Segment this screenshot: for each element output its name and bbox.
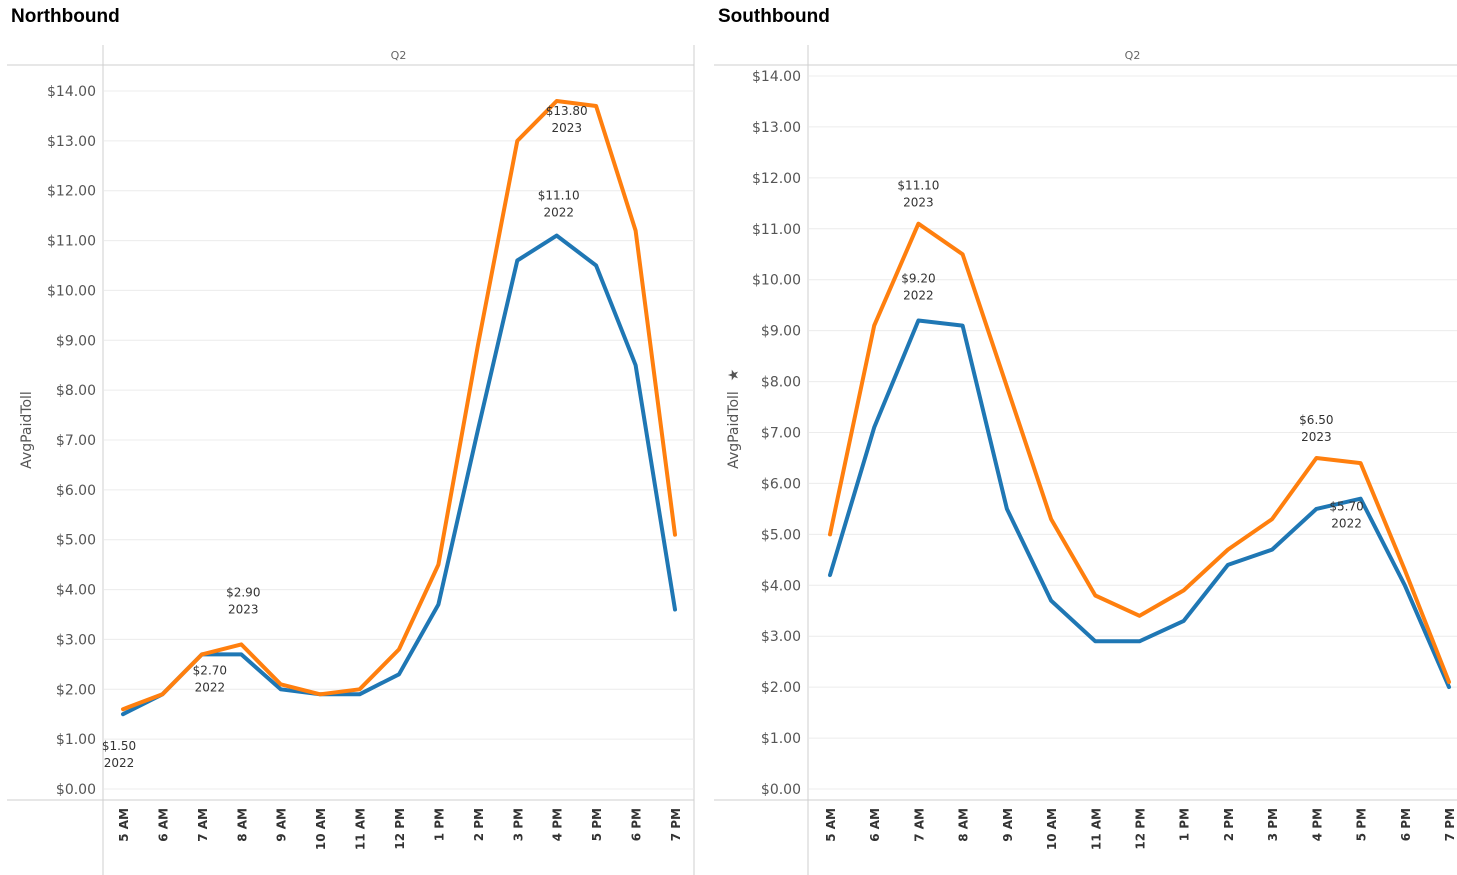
northbound-ytick-label: $13.00 xyxy=(47,134,96,150)
northbound-xtick-label: 8 AM xyxy=(235,808,249,842)
southbound-chart: Q2 $0.00 $1.00 $2.00 $3.00 $4.00 $5.00 $6.00 $7.… xyxy=(714,45,1457,875)
pin-icon: ★ xyxy=(726,369,742,382)
northbound-ytick-label: $2.00 xyxy=(56,682,96,698)
northbound-xtick-label: 1 PM xyxy=(432,808,446,841)
northbound-data-label-value: $1.50 xyxy=(102,739,136,753)
southbound-xtick-label: 9 AM xyxy=(1001,808,1015,842)
northbound-ytick-label: $4.00 xyxy=(56,583,96,599)
southbound-data-label-value: $9.20 xyxy=(901,271,935,285)
northbound-xtick-label: 5 AM xyxy=(117,808,131,842)
southbound-xtick-label: 1 PM xyxy=(1178,808,1192,841)
northbound-y-axis-title: AvgPaidToll xyxy=(19,391,35,469)
northbound-ytick-label: $7.00 xyxy=(56,433,96,449)
southbound-data-label-value: $11.10 xyxy=(897,179,939,193)
southbound-xtick-label: 7 PM xyxy=(1443,808,1457,841)
northbound-xtick-label: 2 PM xyxy=(472,808,486,841)
southbound-xtick-label: 12 PM xyxy=(1134,808,1148,850)
southbound-ytick-label: $12.00 xyxy=(752,171,801,187)
northbound-ytick-label: $3.00 xyxy=(56,632,96,648)
northbound-ytick-label: $8.00 xyxy=(56,383,96,399)
southbound-ytick-label: $4.00 xyxy=(761,578,801,594)
southbound-series-2022 xyxy=(828,318,1451,690)
southbound-ytick-label: $1.00 xyxy=(761,731,801,747)
northbound-xtick-label: 12 PM xyxy=(393,808,407,850)
northbound-xtick-label: 4 PM xyxy=(551,808,565,841)
southbound-column-header: Q2 xyxy=(1125,49,1141,62)
southbound-ytick-label: $10.00 xyxy=(752,273,801,289)
southbound-title: Southbound xyxy=(718,6,830,27)
northbound-series-2022 xyxy=(121,233,677,717)
northbound-ytick-label: $11.00 xyxy=(47,234,96,250)
northbound-data-label-year: 2022 xyxy=(104,756,135,770)
southbound-ytick-label: $11.00 xyxy=(752,222,801,238)
northbound-xtick-label: 10 AM xyxy=(314,808,328,850)
northbound-ytick-label: $12.00 xyxy=(47,184,96,200)
southbound-ytick-label: $2.00 xyxy=(761,680,801,696)
northbound-ytick-label: $5.00 xyxy=(56,533,96,549)
northbound-series-2023 xyxy=(121,99,677,712)
southbound-data-label-year: 2022 xyxy=(903,288,934,302)
southbound-ytick-label: $0.00 xyxy=(761,782,801,798)
northbound-data-label-value: $11.10 xyxy=(538,189,580,203)
northbound-data-label-value: $2.70 xyxy=(193,663,227,677)
northbound-title: Northbound xyxy=(11,6,120,27)
northbound-xtick-label: 7 AM xyxy=(196,808,210,842)
southbound-xtick-label: 6 AM xyxy=(868,808,882,842)
northbound-xtick-label: 7 PM xyxy=(669,808,683,841)
northbound-ytick-label: $10.00 xyxy=(47,283,96,299)
northbound-xtick-label: 5 PM xyxy=(590,808,604,841)
northbound-data-label-year: 2023 xyxy=(551,121,582,135)
northbound-data-label-year: 2022 xyxy=(195,680,226,694)
northbound-data-label-year: 2022 xyxy=(543,206,574,220)
southbound-xtick-label: 11 AM xyxy=(1089,808,1103,850)
southbound-ytick-label: $8.00 xyxy=(761,375,801,391)
southbound-xtick-label: 10 AM xyxy=(1045,808,1059,850)
northbound-ytick-label: $14.00 xyxy=(47,84,96,100)
northbound-chart: Q2 $0.00 $1.00 $2.00 $3.00 $4.00 $5.00 $6.00 $7.… xyxy=(7,45,695,875)
southbound-xtick-label: 5 AM xyxy=(824,808,838,842)
northbound-xtick-label: 3 PM xyxy=(511,808,525,841)
southbound-xtick-label: 4 PM xyxy=(1310,808,1324,841)
southbound-ytick-label: $3.00 xyxy=(761,629,801,645)
southbound-ytick-label: $9.00 xyxy=(761,324,801,340)
northbound-xtick-label: 9 AM xyxy=(275,808,289,842)
southbound-ytick-label: $13.00 xyxy=(752,120,801,136)
southbound-ytick-label: $5.00 xyxy=(761,527,801,543)
southbound-ytick-label: $6.00 xyxy=(761,476,801,492)
southbound-xtick-label: 6 PM xyxy=(1399,808,1413,841)
northbound-xtick-label: 6 AM xyxy=(156,808,170,842)
southbound-ytick-label: $14.00 xyxy=(752,69,801,85)
southbound-xtick-label: 5 PM xyxy=(1355,808,1369,841)
southbound-data-label-value: $5.70 xyxy=(1329,500,1363,514)
northbound-ytick-label: $9.00 xyxy=(56,333,96,349)
southbound-y-axis-title: AvgPaidToll xyxy=(726,391,742,469)
southbound-ytick-label: $7.00 xyxy=(761,426,801,442)
southbound-data-label-year: 2022 xyxy=(1331,517,1362,531)
northbound-column-header: Q2 xyxy=(391,49,407,62)
northbound-data-label-value: $2.90 xyxy=(226,585,260,599)
northbound-data-label-year: 2023 xyxy=(228,602,259,616)
southbound-xtick-label: 8 AM xyxy=(957,808,971,842)
northbound-ytick-label: $6.00 xyxy=(56,483,96,499)
southbound-data-label-year: 2023 xyxy=(903,196,934,210)
northbound-ytick-label: $1.00 xyxy=(56,732,96,748)
southbound-xtick-label: 3 PM xyxy=(1266,808,1280,841)
southbound-data-label-year: 2023 xyxy=(1301,430,1332,444)
northbound-xtick-label: 11 AM xyxy=(354,808,368,850)
northbound-data-label-value: $13.80 xyxy=(546,104,588,118)
northbound-xtick-label: 6 PM xyxy=(630,808,644,841)
southbound-series-2023 xyxy=(828,221,1451,684)
southbound-xtick-label: 2 PM xyxy=(1222,808,1236,841)
northbound-ytick-label: $0.00 xyxy=(56,782,96,798)
southbound-xtick-label: 7 AM xyxy=(912,808,926,842)
southbound-data-label-value: $6.50 xyxy=(1299,413,1333,427)
